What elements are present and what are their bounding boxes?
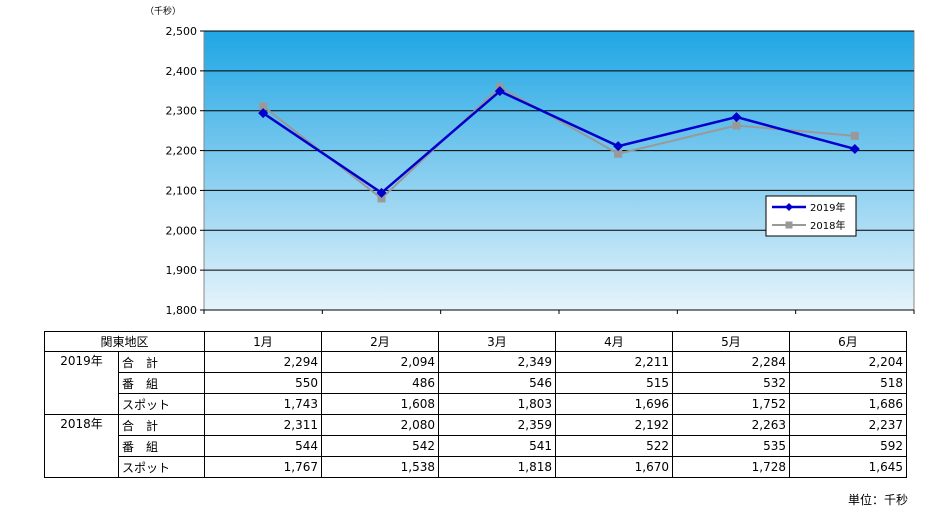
- series-lines: [258, 83, 860, 203]
- table-cell: 2,094: [321, 351, 439, 373]
- table-header-month: 3月: [438, 331, 556, 352]
- table-year-cell: 2019年: [44, 351, 119, 415]
- table-cell: 1,608: [321, 393, 439, 415]
- legend-marker-1: [785, 221, 793, 229]
- data-point-0-3: [613, 141, 624, 152]
- data-point-1-4: [732, 121, 741, 130]
- data-point-0-0: [258, 108, 269, 119]
- y-tick-label: 2,000: [166, 224, 198, 237]
- data-point-1-5: [850, 131, 859, 140]
- y-tick-label: 2,100: [166, 184, 198, 197]
- series-line-1: [262, 85, 855, 200]
- table-year-cell: 2018年: [44, 414, 119, 478]
- legend-label-0: 2019年: [810, 201, 845, 214]
- table-cell: 486: [321, 372, 439, 394]
- table-row: スポット 1,767 1,538 1,818 1,670 1,728 1,645: [45, 456, 907, 478]
- data-point-0-4: [731, 112, 742, 123]
- table-cell: 541: [438, 435, 556, 457]
- table-cell: 1,538: [321, 456, 439, 478]
- legend-label-1: 2018年: [810, 219, 845, 232]
- table-cell: 1,818: [438, 456, 556, 478]
- table-cell: 1,803: [438, 393, 556, 415]
- legend-box: [765, 195, 857, 237]
- table-cell: 1,743: [204, 393, 322, 415]
- y-tick-label: 2,200: [166, 145, 198, 158]
- table-cell: 544: [204, 435, 322, 457]
- y-axis-unit-label: （千秒）: [145, 7, 182, 17]
- table-item-label: スポット: [118, 393, 205, 415]
- table-cell: 2,263: [672, 414, 790, 436]
- y-tick-label: 2,300: [166, 105, 198, 118]
- data-table: 関東地区 1月 2月 3月 4月 5月 6月 2019年合 計 2,294 2,094 2,349 2…: [44, 331, 907, 478]
- data-point-1-1: [377, 194, 386, 203]
- table-cell: 518: [789, 372, 907, 394]
- series-line-0: [262, 89, 856, 195]
- data-point-0-5: [849, 143, 860, 154]
- table-cell: 2,211: [555, 351, 673, 373]
- data-point-0-1: [376, 187, 387, 198]
- plot-area: [203, 30, 915, 311]
- y-tick-label: 1,800: [166, 304, 198, 317]
- table-cell: 2,192: [555, 414, 673, 436]
- table-cell: 1,670: [555, 456, 673, 478]
- table-cell: 1,696: [555, 393, 673, 415]
- table-cell: 2,237: [789, 414, 907, 436]
- table-cell: 2,080: [321, 414, 439, 436]
- table-cell: 515: [555, 372, 673, 394]
- data-point-1-3: [614, 149, 623, 158]
- line-chart: 1,800 1,900 2,000 2,100 2,200 2,300 2,400 2,500…: [166, 25, 915, 317]
- table-cell: 1,645: [789, 456, 907, 478]
- table-item-label: 番 組: [118, 435, 205, 457]
- data-point-1-0: [259, 102, 268, 111]
- table-header-month: 1月: [204, 331, 322, 352]
- table-item-label: 合 計: [118, 414, 205, 436]
- table-cell: 1,728: [672, 456, 790, 478]
- table-cell: 1,767: [204, 456, 322, 478]
- y-tick-label: 2,500: [166, 25, 198, 38]
- table-cell: 2,204: [789, 351, 907, 373]
- table-cell: 1,752: [672, 393, 790, 415]
- table-row: 番 組 544 542 541 522 535 592: [45, 435, 907, 457]
- table-cell: 2,294: [204, 351, 322, 373]
- legend: 2019年 2018年: [765, 195, 857, 237]
- table-row: 2018年合 計 2,311 2,080 2,359 2,192 2,263 2,237: [44, 414, 907, 478]
- table-cell: 592: [789, 435, 907, 457]
- table-header-region: 関東地区: [44, 331, 205, 352]
- table-cell: 2,284: [672, 351, 790, 373]
- table-cell: 1,686: [789, 393, 907, 415]
- y-tick-labels: 1,800 1,900 2,000 2,100 2,200 2,300 2,400 2,500: [166, 25, 198, 317]
- table-cell: 535: [672, 435, 790, 457]
- table-row: 2019年合 計 2,294 2,094 2,349 2,211 2,284 2,204: [44, 351, 907, 415]
- table-cell: 2,311: [204, 414, 322, 436]
- table-item-label: 番 組: [118, 372, 205, 394]
- table-row: スポット 1,743 1,608 1,803 1,696 1,752 1,686: [45, 393, 907, 415]
- y-tick-label: 1,900: [166, 264, 198, 277]
- table-item-label: スポット: [118, 456, 205, 478]
- table-cell: 2,349: [438, 351, 556, 373]
- table-cell: 546: [438, 372, 556, 394]
- table-header-month: 2月: [321, 331, 439, 352]
- y-tick-label: 2,400: [166, 65, 198, 78]
- table-cell: 550: [204, 372, 322, 394]
- legend-marker-0: [785, 203, 793, 211]
- table-cell: 532: [672, 372, 790, 394]
- table-cell: 522: [555, 435, 673, 457]
- table-header-month: 5月: [672, 331, 790, 352]
- unit-note: 単位：千秒: [847, 493, 908, 507]
- table-header-month: 4月: [555, 331, 673, 352]
- table-cell: 542: [321, 435, 439, 457]
- table-row: 番 組 550 486 546 515 532 518: [45, 372, 907, 394]
- table-header-month: 6月: [789, 331, 907, 352]
- table-cell: 2,359: [438, 414, 556, 436]
- table-item-label: 合 計: [118, 351, 205, 373]
- data-point-0-2: [494, 86, 505, 97]
